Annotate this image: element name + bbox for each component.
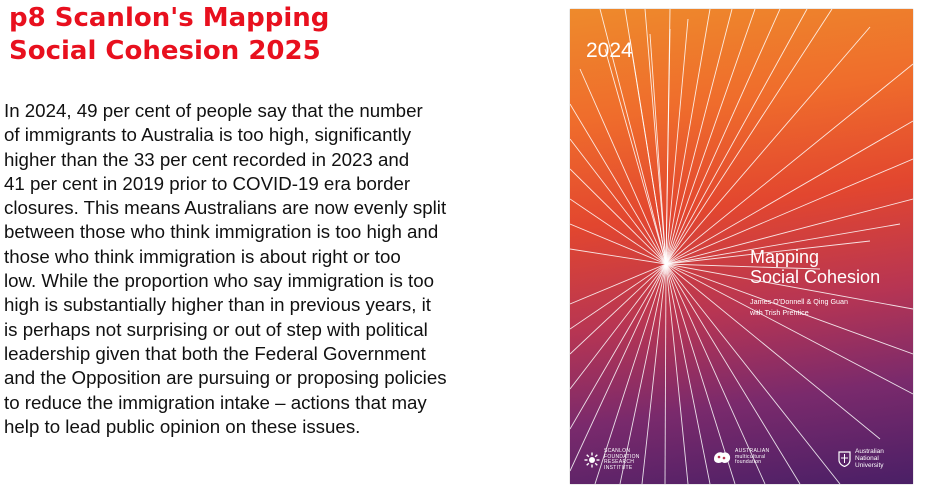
starburst-line [665, 223, 901, 265]
heading-line-2: Social Cohesion 2025 [9, 36, 321, 66]
body-text-line: higher than the 33 per cent recorded in … [4, 148, 410, 170]
starburst-line [665, 9, 733, 265]
starburst-line [665, 9, 711, 265]
body-text-line: low. While the proportion who say immigr… [4, 270, 435, 292]
starburst-line [644, 9, 667, 265]
multicultural-logo-text: AUSTRALIAN multicultural foundation [735, 448, 770, 466]
multicultural-logo-line: foundation [735, 459, 762, 466]
report-cover-image: 2024 Mapping Social Cohesion James O'Don… [570, 9, 913, 484]
body-text-line: help to lead public opinion on these iss… [4, 415, 361, 437]
scanlon-sun-icon [584, 452, 600, 468]
body-text-line: 41 per cent in 2019 prior to COVID-19 er… [4, 172, 411, 194]
starburst-line [665, 263, 913, 310]
starburst-line [665, 9, 781, 265]
page-heading: p8 Scanlon's Mapping Social Cohesion 202… [9, 2, 329, 68]
starburst-line [665, 9, 833, 265]
scanlon-logo-line: RESEARCH [604, 459, 635, 466]
starburst-line [570, 103, 667, 265]
cover-title-line-2: Social Cohesion [750, 267, 881, 287]
multicultural-logo-line: AUSTRALIAN [735, 448, 770, 454]
starburst-line [624, 9, 667, 265]
starburst-line [619, 263, 667, 484]
scanlon-logo: SCANLON FOUNDATION RESEARCH INSTITUTE [584, 448, 640, 471]
starburst-line [665, 18, 689, 265]
starburst-line [570, 168, 667, 265]
multicultural-logo-line: multicultural [735, 453, 766, 460]
body-text-line: those who think immigration is about rig… [4, 245, 401, 267]
scanlon-logo-line: FOUNDATION [604, 453, 640, 460]
cover-title: Mapping Social Cohesion [750, 247, 880, 287]
starburst-lines [570, 9, 913, 484]
cover-authors: James O'Donnell & Qing Guan with Trish P… [750, 296, 848, 318]
body-text-line: closures. This means Australians are now… [4, 197, 447, 219]
anu-logo-line: Australian [855, 448, 884, 455]
starburst-line [579, 68, 667, 265]
starburst-line [664, 263, 667, 484]
starburst-line [665, 263, 881, 440]
starburst-line [570, 263, 667, 472]
starburst-line [665, 26, 871, 265]
anu-logo-line: National [855, 454, 879, 462]
body-text-line: between those who think immigration is t… [4, 221, 439, 243]
body-text-line: In 2024, 49 per cent of people say that … [4, 100, 423, 121]
starburst-line [665, 263, 841, 484]
starburst-line [665, 263, 766, 484]
starburst-line [665, 158, 913, 265]
starburst-line [665, 263, 913, 395]
body-text-line: leadership given that both the Federal G… [4, 342, 426, 364]
starburst-line [570, 263, 667, 390]
scanlon-logo-line: SCANLON [604, 448, 631, 454]
starburst-line [665, 263, 801, 484]
starburst-line [570, 198, 667, 265]
cover-title-line-1: Mapping [750, 247, 820, 267]
starburst-line [570, 263, 667, 355]
starburst-line [665, 9, 756, 265]
starburst-line [570, 263, 667, 305]
cover-authors-line-2: with Trish Prentice [750, 308, 809, 317]
body-text-line: of immigrants to Australia is too high, … [4, 124, 412, 146]
starburst-line [665, 198, 913, 265]
starburst-line [599, 9, 667, 265]
starburst-line [665, 263, 913, 355]
starburst-line [665, 9, 808, 265]
starburst-line [665, 120, 913, 265]
starburst-line [665, 9, 671, 265]
starburst-line [570, 223, 667, 265]
anu-crest-icon [838, 451, 851, 468]
body-text-line: and the Opposition are pursuing or propo… [4, 367, 447, 389]
starburst-line [594, 263, 667, 484]
starburst-line [570, 263, 667, 430]
anu-logo-line: University [855, 461, 884, 469]
heading-line-1: p8 Scanlon's Mapping [9, 3, 330, 33]
scanlon-logo-text: SCANLON FOUNDATION RESEARCH INSTITUTE [604, 448, 640, 471]
starburst-line [665, 263, 821, 270]
anu-logo: Australian National University [838, 448, 884, 469]
starburst-line [570, 248, 667, 265]
multicultural-emblem-icon [714, 452, 731, 464]
multicultural-foundation-logo: AUSTRALIAN multicultural foundation [712, 448, 770, 466]
starburst-line [570, 138, 667, 265]
starburst-line [665, 263, 689, 484]
starburst-line [665, 263, 711, 484]
starburst-line [649, 33, 667, 265]
cover-year: 2024 [586, 39, 633, 62]
starburst-line [665, 240, 871, 265]
starburst-line [604, 48, 667, 265]
anu-logo-text: Australian National University [855, 448, 884, 469]
starburst-line [641, 263, 667, 484]
body-text-line: is perhaps not surprising or out of step… [4, 318, 428, 340]
body-text-line: to reduce the immigration intake – actio… [4, 391, 427, 413]
starburst-line [570, 263, 667, 330]
cover-authors-line-1: James O'Donnell & Qing Guan [750, 297, 849, 306]
body-paragraph: In 2024, 49 per cent of people say that … [4, 99, 516, 439]
starburst-line [665, 263, 736, 484]
scanlon-logo-line: INSTITUTE [604, 464, 633, 471]
starburst-line [665, 63, 913, 265]
body-text-line: high is substantially higher than in pre… [4, 294, 431, 316]
